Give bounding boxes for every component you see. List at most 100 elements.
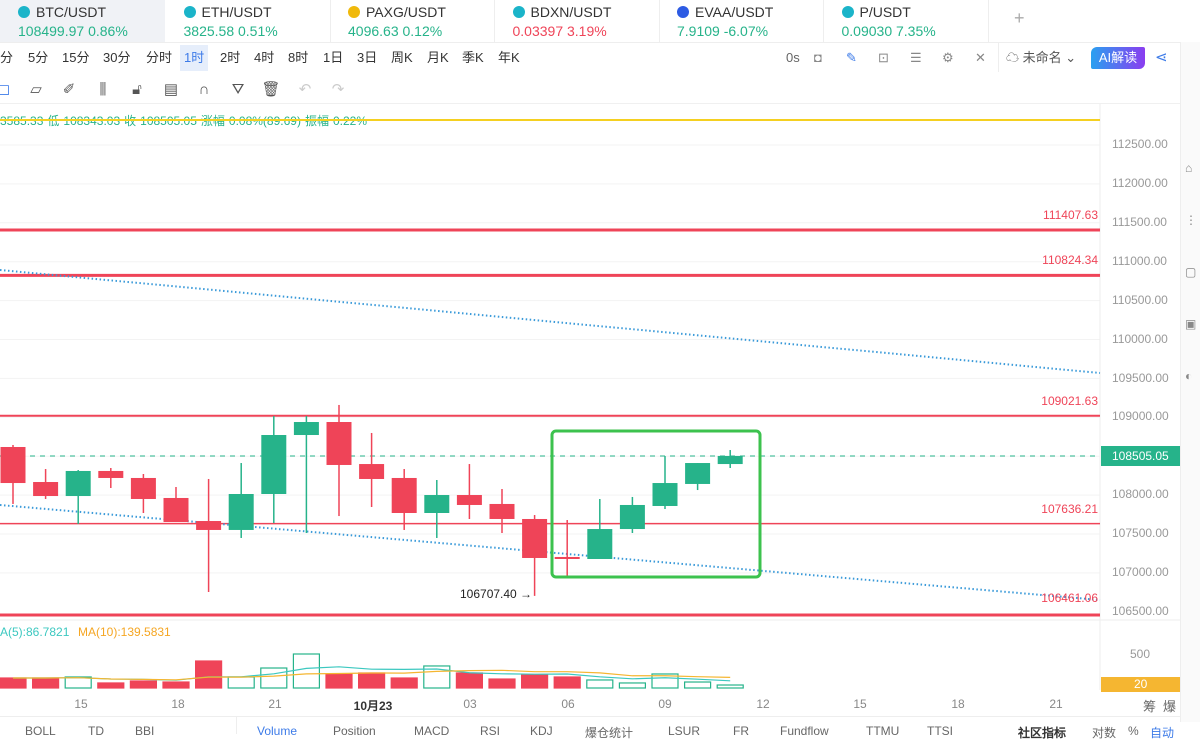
indicator-boll[interactable]: BOLL (25, 724, 56, 738)
indicator-td[interactable]: TD (88, 724, 104, 738)
bottom-option[interactable]: 对数 (1092, 726, 1117, 740)
bottom-option[interactable]: % (1128, 724, 1139, 738)
candle[interactable] (424, 479, 450, 538)
ai-interpret-button[interactable]: AI解读 (1091, 47, 1145, 69)
chevron-down-icon: ⌄ (1061, 50, 1077, 65)
candle[interactable] (619, 496, 645, 533)
candle[interactable] (0, 444, 26, 504)
candle[interactable] (359, 432, 385, 508)
indicator-tab[interactable]: Volume (257, 724, 298, 738)
candle[interactable] (130, 474, 156, 513)
redo-icon[interactable]: ↷ (331, 81, 345, 98)
undo-icon[interactable]: ↶ (298, 81, 312, 98)
y-tick: 109500.00 (1112, 370, 1169, 385)
bottom-option[interactable]: 社区指标 (1018, 726, 1067, 740)
add-window-icon[interactable]: ⊡ (878, 50, 889, 65)
ticker-tab[interactable]: ETH/USDT 3825.58 0.51% (166, 0, 331, 42)
cursor-icon[interactable]: ◻ (0, 81, 11, 98)
axis-footer-button[interactable]: 筹 (1143, 699, 1157, 714)
indicator-tab[interactable]: Position (333, 724, 376, 738)
interval-10[interactable]: 3日 (357, 50, 378, 65)
candle[interactable] (228, 463, 254, 538)
interval-14[interactable]: 年K (498, 50, 520, 65)
ticker-tab[interactable]: BTC/USDT 108499.97 0.86% (0, 0, 165, 42)
camera-icon[interactable]: ◘ (814, 50, 822, 65)
interval-8[interactable]: 8时 (288, 50, 309, 65)
candle[interactable] (196, 478, 222, 592)
indicator-tab[interactable]: KDJ (530, 724, 553, 738)
interval-4[interactable]: 分时 (146, 50, 173, 65)
indicator-bbi[interactable]: BBI (135, 724, 155, 738)
lock-icon[interactable]: 🔓︎ (132, 81, 142, 98)
candle[interactable] (163, 486, 189, 523)
candle[interactable] (33, 469, 59, 499)
candle[interactable] (554, 520, 580, 576)
sidebar-icons[interactable]: ⌂ ⋮ ▢ ▣ ◐ (1185, 161, 1197, 383)
interval-9[interactable]: 1日 (323, 50, 344, 65)
candle[interactable] (65, 470, 91, 524)
settings-icon[interactable]: ⚙ (942, 50, 954, 65)
indicator-tab[interactable]: LSUR (668, 724, 701, 738)
indicator-tab[interactable]: FR (733, 724, 749, 738)
candle[interactable] (587, 498, 613, 559)
candle[interactable] (293, 416, 319, 533)
candle[interactable] (456, 464, 482, 519)
candles-icon[interactable]: ⫼ (99, 81, 107, 98)
candle-body (196, 521, 222, 530)
candle[interactable] (717, 450, 743, 469)
ticker-tab[interactable]: P/USDT 0.09030 7.35% (824, 0, 989, 42)
ticker-tab[interactable]: PAXG/USDT 4096.63 0.12% (330, 0, 495, 42)
magnet-icon[interactable]: ∩ (198, 81, 210, 98)
interval-2[interactable]: 15分 (62, 50, 90, 65)
candle[interactable] (391, 469, 417, 530)
change: 7.35% (896, 23, 936, 39)
trend-line-upper[interactable] (0, 269, 1101, 374)
divider (0, 42, 1180, 43)
fullscreen-icon[interactable]: ✕ (975, 50, 986, 65)
ticker-tab[interactable]: EVAA/USDT 7.9109 -6.07% (659, 0, 824, 42)
edit-note-icon[interactable]: ▤ (163, 81, 179, 98)
bottom-option[interactable]: 自动 (1150, 726, 1175, 740)
candle[interactable] (652, 456, 678, 510)
indicator-tab[interactable]: Fundflow (780, 724, 829, 738)
indicator-tab[interactable]: RSI (480, 724, 501, 738)
axis-footer-button[interactable]: 爆 (1163, 699, 1177, 714)
interval-7[interactable]: 4时 (254, 50, 275, 65)
interval-11[interactable]: 周K (391, 50, 413, 65)
interval-3[interactable]: 30分 (103, 50, 131, 65)
interval-1[interactable]: 5分 (28, 50, 49, 65)
indicator-tab[interactable]: 爆仓统计 (585, 726, 634, 740)
add-tab-button[interactable]: + (1014, 8, 1025, 28)
candle[interactable] (261, 416, 287, 524)
candle-body (65, 470, 91, 497)
filter-icon[interactable]: ⛛ (231, 81, 245, 98)
candle[interactable] (685, 463, 711, 491)
ruler-icon[interactable]: ▱ (30, 81, 42, 98)
trash-icon[interactable]: 🗑︎ (261, 81, 281, 98)
ticker-tab[interactable]: BDXN/USDT 0.03397 3.19% (495, 0, 660, 42)
indicator-tab[interactable]: TTSI (927, 724, 953, 738)
x-tick: 09 (658, 697, 672, 711)
interval-13[interactable]: 季K (462, 50, 484, 65)
volume-bar (520, 674, 549, 689)
candle-body (228, 494, 254, 530)
layout-selector[interactable]: ☁ 未命名 ⌄ (1006, 47, 1076, 69)
brush-icon[interactable]: ✐ (62, 81, 76, 98)
candle[interactable] (489, 489, 515, 533)
interval-12[interactable]: 月K (427, 50, 449, 65)
indicator-tab[interactable]: MACD (414, 724, 450, 738)
candle[interactable] (98, 468, 124, 489)
highlight-box[interactable] (550, 429, 762, 579)
candle[interactable] (522, 515, 548, 596)
indicator-tab[interactable]: TTMU (866, 724, 900, 738)
share-icon[interactable]: ⋖ (1155, 49, 1168, 66)
ticker-price: 7.9109 -6.07% (677, 23, 823, 39)
candle[interactable] (326, 404, 352, 517)
interval-0[interactable]: 分 (0, 50, 14, 65)
pen-icon[interactable]: ✎ (846, 50, 857, 65)
interval-6[interactable]: 2时 (220, 50, 241, 65)
interval-5[interactable]: 1时 (180, 45, 209, 71)
list-icon[interactable]: ☰ (910, 50, 922, 65)
cloud-icon: ☁ (1006, 50, 1023, 65)
